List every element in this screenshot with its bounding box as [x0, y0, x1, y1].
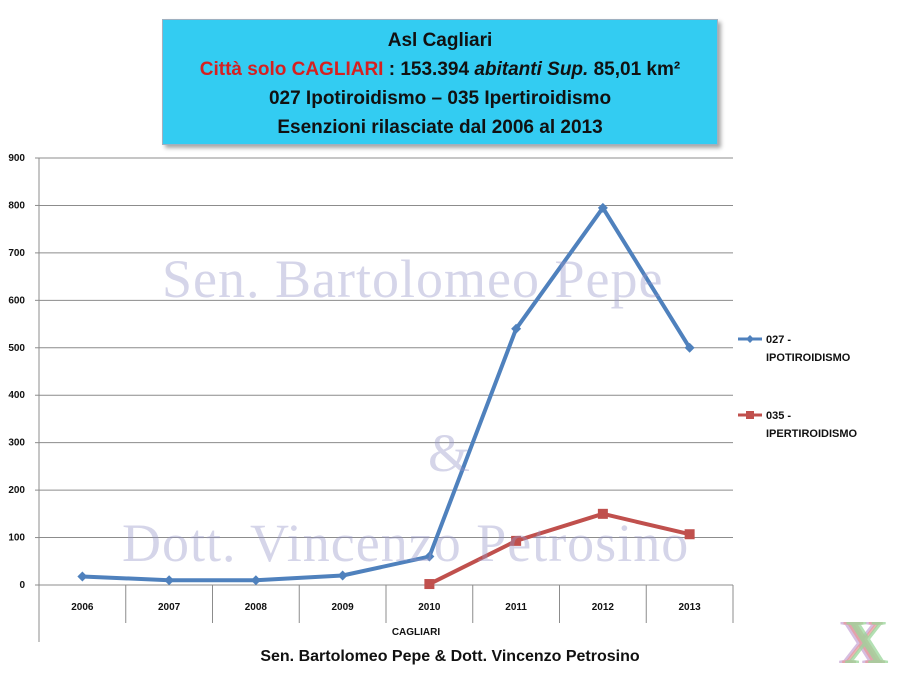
y-tick-label: 300 — [8, 438, 25, 449]
title-line-2: Città solo CAGLIARI : 153.394 abitanti S… — [163, 55, 717, 84]
inhabitants-label: abitanti Sup. — [474, 59, 589, 80]
x-tick-label: 2008 — [245, 602, 268, 613]
data-point — [250, 575, 261, 586]
population-value: 153.394 — [400, 59, 470, 80]
title-box: Asl Cagliari Città solo CAGLIARI : 153.3… — [162, 19, 718, 145]
legend-label-line-2: IPERTIROIDISMO — [766, 428, 858, 440]
legend-marker — [746, 411, 754, 419]
watermark-line-3: Dott. Vincenzo Petrosino — [122, 513, 690, 573]
watermark-ampersand: & — [428, 423, 471, 483]
y-tick-label: 600 — [8, 295, 25, 306]
data-point — [597, 202, 608, 213]
watermark-line-1: Sen. Bartolomeo Pepe — [162, 249, 664, 309]
x-tick-label: 2013 — [679, 602, 702, 613]
y-tick-label: 900 — [8, 153, 25, 164]
city-label: Città solo CAGLIARI — [199, 59, 384, 80]
x-logo-layer-2: X — [841, 609, 886, 677]
y-tick-label: 400 — [8, 390, 25, 401]
x-tick-label: 2007 — [158, 602, 181, 613]
x-tick-label: 2012 — [592, 602, 615, 613]
legend-label-line-1: 027 - — [766, 334, 791, 346]
data-point — [337, 570, 348, 581]
area-value: 85,01 km² — [593, 59, 681, 80]
legend-marker — [746, 335, 754, 343]
data-point — [684, 529, 695, 540]
data-point — [164, 575, 175, 586]
x-tick-label: 2009 — [332, 602, 355, 613]
y-tick-label: 100 — [8, 533, 25, 544]
title-line-1: Asl Cagliari — [387, 30, 493, 51]
data-point — [424, 551, 435, 562]
legend-label-line-1: 035 - — [766, 410, 791, 422]
y-tick-label: 700 — [8, 248, 25, 259]
data-point — [511, 323, 522, 334]
x-axis-label: CAGLIARI — [392, 627, 441, 638]
y-tick-label: 0 — [19, 580, 25, 591]
y-tick-label: 500 — [8, 343, 25, 354]
legend-label-line-2: IPOTIROIDISMO — [766, 352, 851, 364]
y-tick-label: 800 — [8, 200, 25, 211]
x-tick-label: 2011 — [505, 602, 527, 613]
data-point — [597, 508, 608, 519]
series-line — [427, 511, 692, 587]
data-point — [424, 579, 435, 590]
x-logo-layer-1: X — [838, 609, 883, 677]
title-line-3: 027 Ipotiroidismo – 035 Ipertiroidismo — [268, 88, 612, 109]
title-line-4: Esenzioni rilasciate dal 2006 al 2013 — [277, 117, 603, 138]
data-point — [684, 342, 695, 353]
y-tick-label: 200 — [8, 485, 25, 496]
data-point — [77, 571, 88, 582]
x-tick-label: 2010 — [418, 602, 441, 613]
x-tick-label: 2006 — [71, 602, 94, 613]
data-point — [511, 535, 522, 546]
series-line — [80, 205, 692, 583]
footer-credit: Sen. Bartolomeo Pepe & Dott. Vincenzo Pe… — [260, 648, 640, 665]
city-separator: : — [383, 59, 401, 80]
x-logo-layer-3: X — [844, 609, 889, 677]
